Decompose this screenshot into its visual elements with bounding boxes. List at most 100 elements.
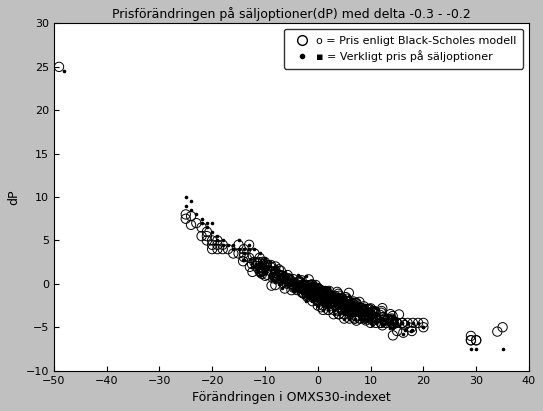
Point — [213, 237, 222, 244]
Point — [306, 286, 315, 293]
Point — [350, 315, 359, 322]
Point — [309, 291, 318, 297]
Point — [339, 302, 348, 309]
Point — [329, 298, 337, 305]
Point — [203, 229, 211, 235]
Point — [326, 293, 335, 299]
Point — [342, 308, 351, 315]
Point — [324, 297, 332, 304]
Point — [311, 287, 319, 293]
Point — [353, 305, 362, 312]
Point — [387, 320, 396, 326]
Point — [346, 303, 355, 310]
Point — [303, 293, 312, 300]
Point — [323, 296, 332, 302]
Point — [317, 287, 326, 293]
Point — [348, 300, 356, 307]
Point — [334, 295, 343, 302]
Point — [324, 292, 333, 299]
Point — [218, 242, 227, 248]
Point — [408, 320, 417, 326]
Point — [248, 261, 256, 268]
Point — [266, 263, 275, 270]
Point — [314, 286, 323, 293]
Point — [308, 288, 317, 294]
Point — [300, 285, 309, 291]
Point — [351, 311, 359, 317]
Point — [313, 297, 321, 304]
Point — [271, 270, 280, 276]
Point — [350, 307, 358, 314]
Point — [318, 288, 326, 294]
Point — [380, 316, 388, 323]
Point — [321, 298, 330, 304]
Point — [366, 311, 375, 318]
Point — [339, 299, 348, 305]
Point — [400, 322, 409, 328]
Point — [318, 296, 326, 303]
Point — [377, 315, 386, 322]
Point — [320, 294, 329, 301]
Point — [336, 298, 345, 305]
Point — [368, 315, 377, 322]
Point — [311, 293, 319, 300]
Point — [353, 311, 362, 317]
Point — [345, 293, 353, 299]
Point — [296, 282, 305, 289]
Title: Prisförändringen på säljoptioner(dP) med delta -0.3 - -0.2: Prisförändringen på säljoptioner(dP) med… — [112, 7, 471, 21]
Point — [276, 268, 285, 274]
Point — [254, 269, 262, 276]
Point — [295, 279, 304, 286]
Point — [310, 296, 318, 302]
Point — [317, 295, 325, 302]
Point — [331, 293, 339, 299]
Point — [280, 285, 289, 292]
Point — [337, 293, 346, 300]
Point — [327, 300, 336, 307]
Point — [296, 283, 305, 290]
Point — [255, 259, 264, 266]
Point — [289, 282, 298, 289]
Point — [353, 307, 362, 314]
Point — [316, 293, 325, 300]
Point — [213, 246, 222, 252]
Point — [334, 311, 343, 318]
Point — [322, 292, 331, 298]
Point — [294, 279, 302, 286]
Point — [208, 237, 217, 244]
Point — [218, 242, 227, 248]
Point — [331, 293, 339, 299]
Point — [334, 303, 343, 310]
Point — [315, 286, 324, 293]
Point — [302, 281, 311, 288]
Point — [271, 278, 280, 285]
Point — [350, 315, 359, 322]
Point — [321, 294, 330, 300]
Point — [324, 307, 333, 313]
Point — [262, 268, 270, 274]
Point — [311, 292, 319, 298]
Point — [324, 293, 332, 300]
Point — [371, 315, 380, 321]
Point — [296, 278, 305, 284]
Point — [400, 327, 409, 334]
Point — [281, 274, 289, 281]
Point — [280, 278, 288, 284]
Point — [330, 292, 338, 299]
Point — [312, 289, 321, 296]
Point — [466, 332, 475, 339]
Point — [382, 320, 391, 326]
Point — [299, 290, 308, 297]
Point — [403, 320, 412, 326]
Point — [208, 246, 217, 252]
Point — [305, 282, 314, 289]
Point — [311, 293, 320, 300]
Point — [255, 254, 264, 261]
Point — [311, 282, 320, 288]
Point — [371, 320, 380, 326]
Point — [337, 299, 346, 306]
Point — [261, 263, 269, 270]
Point — [367, 307, 375, 313]
Point — [395, 323, 403, 329]
Point — [296, 286, 305, 293]
